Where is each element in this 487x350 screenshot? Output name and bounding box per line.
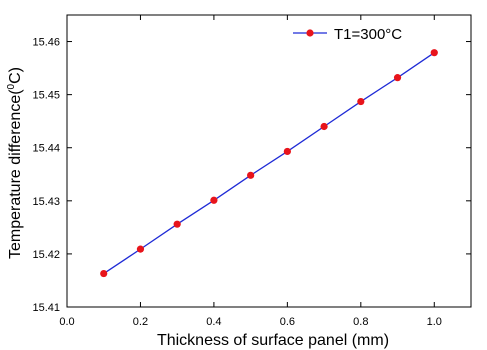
data-point xyxy=(136,245,145,253)
data-point xyxy=(173,220,181,228)
y-axis-title-unit: C) xyxy=(7,67,24,84)
x-tick-label: 1.0 xyxy=(427,316,442,328)
y-tick-label: 15.45 xyxy=(32,90,60,102)
data-point xyxy=(247,171,255,179)
y-tick-label: 15.42 xyxy=(32,249,60,261)
y-axis-title-superscript: 0 xyxy=(6,83,17,89)
data-point xyxy=(210,196,218,204)
data-point xyxy=(320,122,328,131)
y-axis-title-main: Temperature difference( xyxy=(7,89,24,259)
x-axis-title: Thickness of surface panel (mm) xyxy=(157,332,389,349)
data-point xyxy=(430,49,438,57)
x-tick-label: 0.4 xyxy=(206,316,221,328)
x-tick-label: 0.8 xyxy=(353,316,368,328)
data-point xyxy=(283,147,291,156)
plot-area-frame xyxy=(66,14,472,308)
data-point xyxy=(393,74,402,82)
data-point xyxy=(357,97,365,106)
y-tick-label: 15.44 xyxy=(32,143,60,155)
data-point xyxy=(100,269,108,278)
y-axis: 15.41 15.42 15.43 15.44 15.45 15.46 xyxy=(32,37,471,314)
legend-marker-sample xyxy=(306,29,314,37)
y-tick-label: 15.46 xyxy=(32,37,60,49)
x-tick-label: 0.6 xyxy=(280,316,295,328)
series-line xyxy=(103,52,435,275)
x-axis: 0.0 0.2 0.4 0.6 0.8 1.0 xyxy=(59,15,442,328)
legend: T1=300°C xyxy=(293,26,402,43)
x-tick-label: 0.0 xyxy=(59,316,74,328)
y-tick-label: 15.43 xyxy=(32,196,60,208)
x-tick-label: 0.2 xyxy=(133,316,148,328)
y-axis-title: Temperature difference(0C) xyxy=(6,67,24,259)
y-tick-label: 15.41 xyxy=(32,302,60,314)
legend-label: T1=300°C xyxy=(334,26,402,43)
series-layer xyxy=(100,49,438,278)
